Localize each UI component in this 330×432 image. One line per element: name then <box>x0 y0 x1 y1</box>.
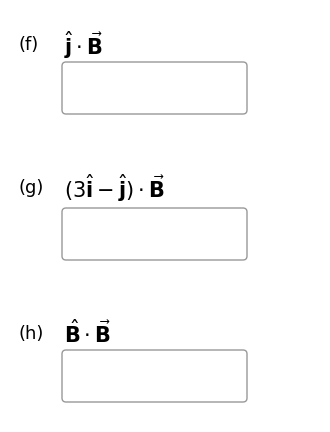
Text: $\hat{\mathbf{B}} \cdot \vec{\mathbf{B}}$: $\hat{\mathbf{B}} \cdot \vec{\mathbf{B}}… <box>64 320 112 347</box>
Text: $\hat{\mathbf{j}} \cdot \vec{\mathbf{B}}$: $\hat{\mathbf{j}} \cdot \vec{\mathbf{B}}… <box>64 29 103 61</box>
Text: $(3\hat{\mathbf{i}} - \hat{\mathbf{j}}) \cdot \vec{\mathbf{B}}$: $(3\hat{\mathbf{i}} - \hat{\mathbf{j}}) … <box>64 172 165 204</box>
Text: (f): (f) <box>18 36 38 54</box>
FancyBboxPatch shape <box>62 350 247 402</box>
FancyBboxPatch shape <box>62 208 247 260</box>
Text: (h): (h) <box>18 324 44 343</box>
Text: (g): (g) <box>18 179 44 197</box>
FancyBboxPatch shape <box>62 62 247 114</box>
